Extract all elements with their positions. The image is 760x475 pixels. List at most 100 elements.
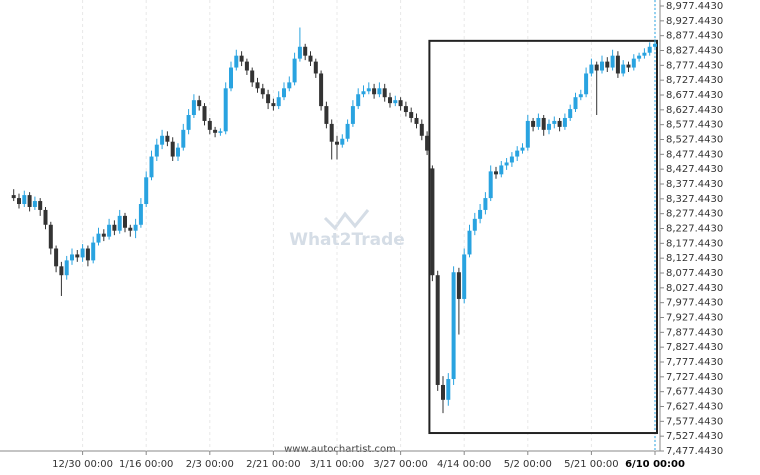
- candle-body: [85, 248, 90, 261]
- candle-body: [266, 94, 271, 104]
- candle-body: [186, 115, 191, 130]
- candle-body: [38, 201, 43, 210]
- candle-body: [372, 88, 377, 95]
- y-tick-label: 8,327.4430: [666, 194, 723, 205]
- candle-body: [176, 147, 180, 157]
- candle-body: [499, 165, 504, 175]
- candle-body: [626, 64, 631, 68]
- candle-body: [287, 82, 292, 89]
- candle-body: [361, 91, 366, 95]
- watermark-icon: [323, 209, 370, 231]
- candle-body: [488, 171, 493, 199]
- candle-body: [202, 106, 207, 121]
- candle-body: [244, 61, 249, 71]
- candle-body: [547, 123, 551, 130]
- candle-body: [138, 204, 143, 225]
- candle-body: [149, 156, 154, 178]
- x-tick-label: 4/14 00:00: [437, 459, 491, 470]
- pattern-box: [428, 39, 658, 435]
- candle-body: [642, 52, 647, 56]
- candle-body: [584, 73, 589, 95]
- y-tick-label: 8,377.4430: [666, 179, 723, 190]
- candle-body: [297, 46, 302, 59]
- candle-body: [377, 88, 382, 95]
- candle-body: [520, 147, 525, 151]
- candle-body: [271, 103, 276, 107]
- candle-body: [276, 97, 281, 107]
- x-tick-label: 5/2 00:00: [504, 459, 552, 470]
- candle-body: [552, 120, 557, 124]
- candle-body: [425, 135, 430, 151]
- candle-body: [292, 58, 297, 83]
- candle-body: [112, 224, 117, 231]
- candle-body: [441, 384, 445, 400]
- y-tick-label: 8,277.4430: [666, 209, 723, 220]
- candle-body: [117, 215, 122, 231]
- candle-body: [504, 162, 509, 166]
- candle-body: [303, 46, 308, 56]
- x-tick-label: 2/21 00:00: [246, 459, 300, 470]
- candle-body: [43, 209, 48, 225]
- candle-body: [356, 94, 361, 107]
- candle-body: [451, 272, 456, 380]
- x-tick-label: 6/10 00:00: [625, 459, 685, 470]
- candle-body: [435, 275, 440, 385]
- candle-body: [197, 100, 202, 107]
- candle-body: [653, 43, 657, 47]
- y-tick-label: 7,777.4430: [666, 357, 723, 368]
- candle-body: [631, 58, 636, 68]
- y-tick-label: 7,477.4430: [666, 446, 723, 457]
- candle-body: [578, 94, 583, 98]
- candle-body: [382, 88, 387, 98]
- y-tick-label: 7,577.4430: [666, 416, 723, 427]
- y-tick-label: 8,127.4430: [666, 253, 723, 264]
- watermark-zigzag: [323, 209, 370, 231]
- y-tick-label: 8,727.4430: [666, 75, 723, 86]
- y-tick-label: 7,877.4430: [666, 327, 723, 338]
- candle-body: [541, 117, 546, 130]
- candle-body: [91, 242, 96, 261]
- x-tick-label: 1/16 00:00: [119, 459, 173, 470]
- candle-body: [610, 55, 615, 68]
- y-tick-label: 8,677.4430: [666, 90, 723, 101]
- y-tick-label: 7,827.4430: [666, 342, 723, 353]
- candle-body: [637, 55, 642, 59]
- y-tick-label: 7,927.4430: [666, 313, 723, 324]
- candle-body: [123, 215, 127, 228]
- candle-body: [403, 106, 408, 113]
- candle-body: [160, 135, 165, 145]
- x-tick-label: 3/27 00:00: [373, 459, 427, 470]
- candle-body: [101, 233, 106, 237]
- candle-body: [70, 254, 74, 261]
- candle-body: [80, 248, 85, 258]
- candle-body: [531, 120, 536, 127]
- candle-body: [615, 55, 620, 74]
- candle-body: [144, 177, 149, 205]
- candle-body: [478, 209, 483, 219]
- candle-body: [557, 120, 562, 127]
- candle-body: [11, 195, 16, 199]
- candle-body: [223, 88, 228, 132]
- y-tick-label: 8,627.4430: [666, 105, 723, 116]
- candle-body: [154, 144, 159, 157]
- candle-body: [393, 100, 398, 104]
- candle-body: [22, 195, 27, 205]
- candle-body: [600, 61, 604, 71]
- candle-body: [48, 224, 53, 249]
- candle-body: [446, 379, 451, 400]
- candle-body: [181, 129, 186, 148]
- candle-body: [324, 106, 329, 124]
- y-tick-label: 7,727.4430: [666, 372, 723, 383]
- candle-body: [239, 55, 244, 62]
- candle-body: [525, 120, 530, 148]
- candle-body: [59, 266, 64, 276]
- y-tick-label: 8,527.4430: [666, 135, 723, 146]
- source-text: www.autochartist.com: [284, 444, 396, 455]
- candle-body: [409, 112, 414, 118]
- candle-body: [467, 230, 472, 255]
- candle-body: [308, 55, 313, 62]
- y-tick-label: 8,977.4430: [666, 1, 723, 12]
- y-tick-label: 8,877.4430: [666, 31, 723, 42]
- candle-body: [133, 224, 138, 231]
